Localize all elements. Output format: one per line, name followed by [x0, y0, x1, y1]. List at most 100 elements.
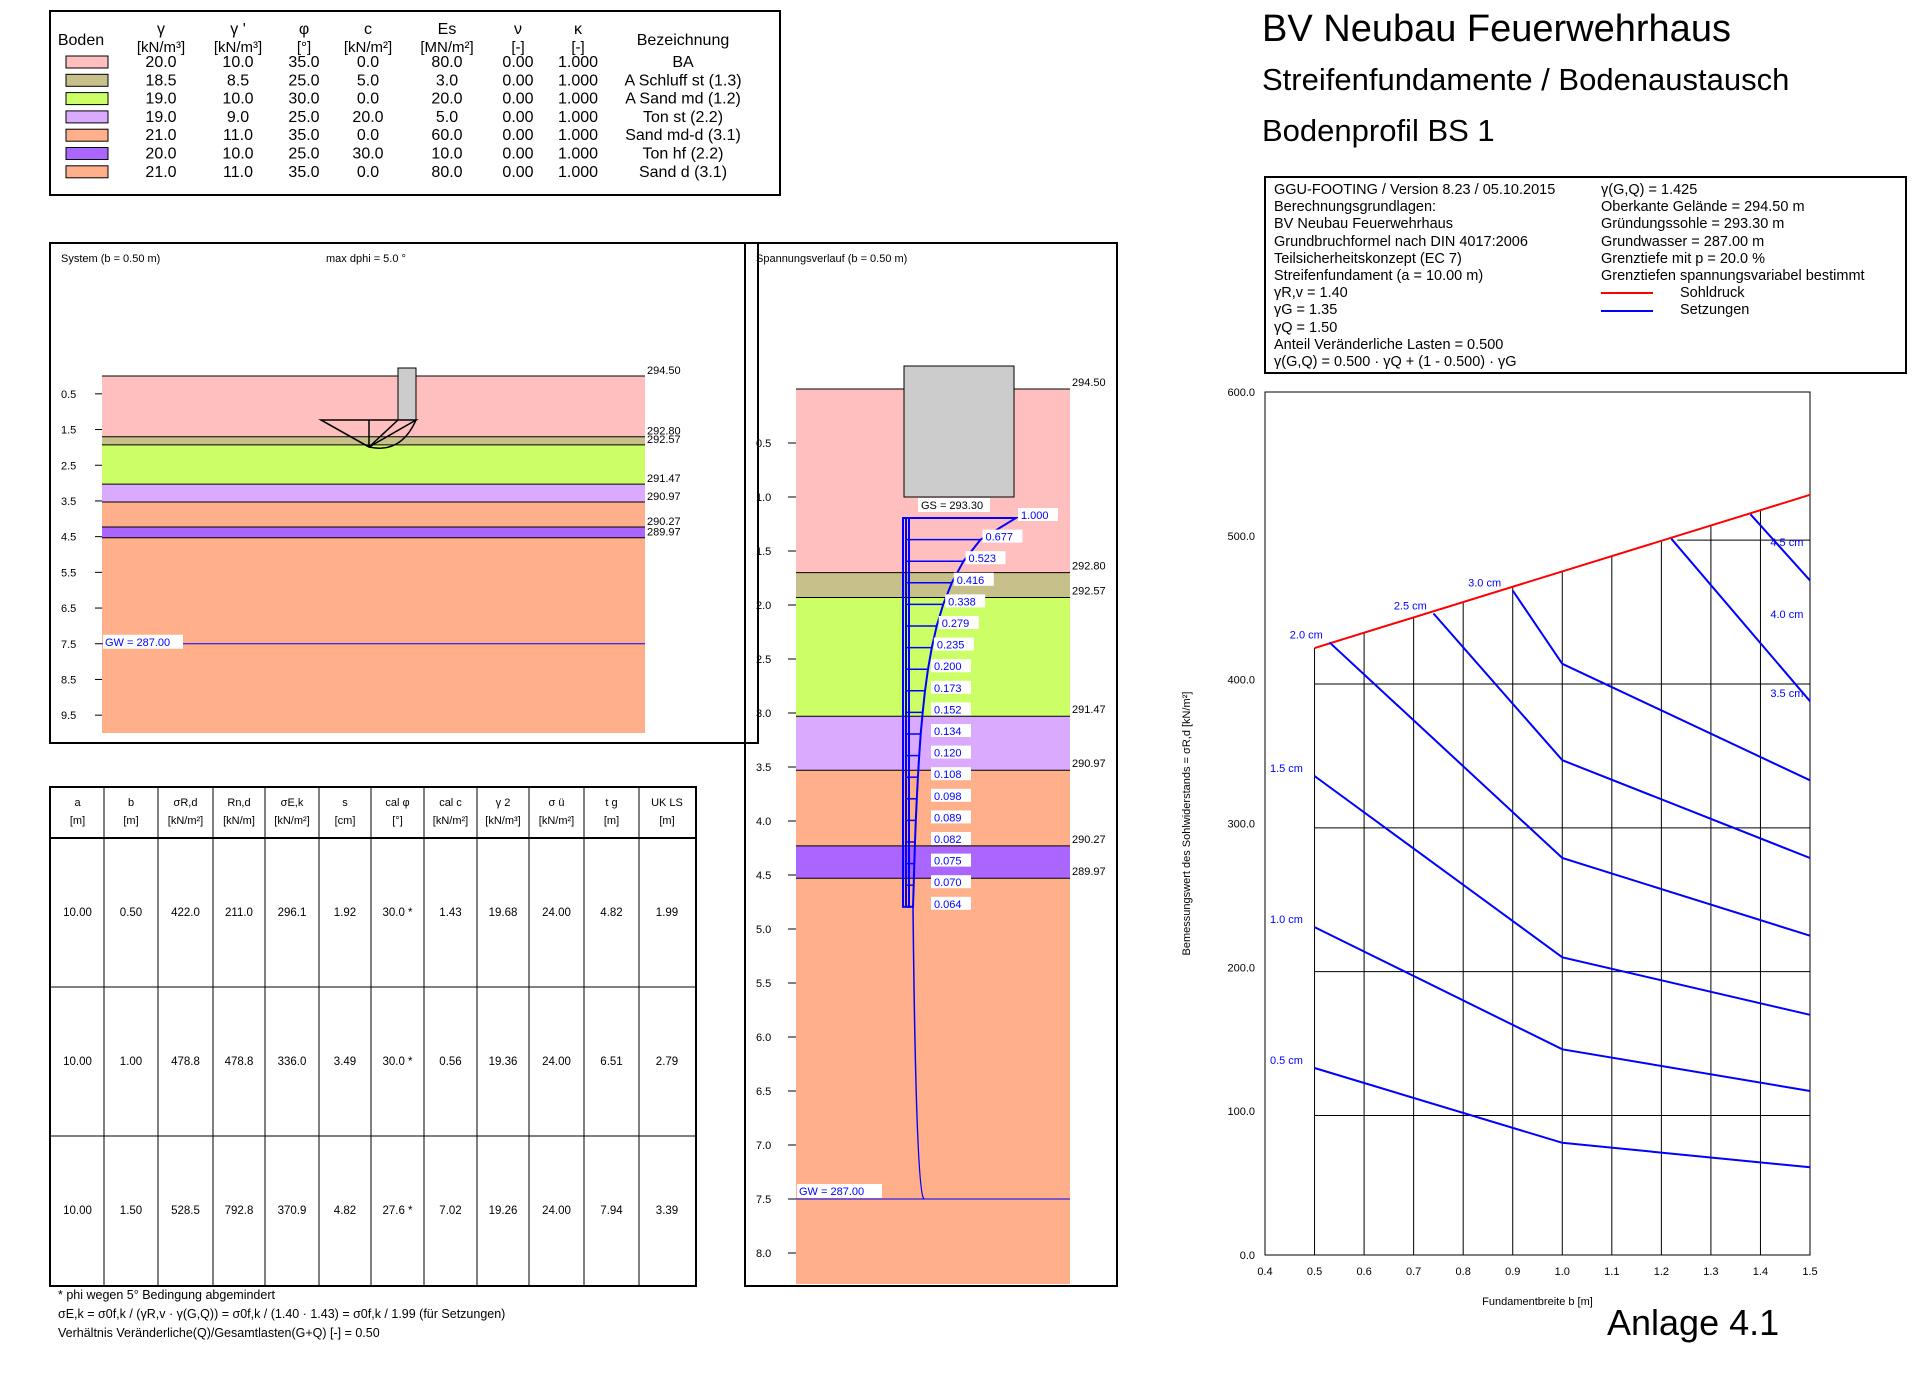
chart-x-tick: 0.6 — [1356, 1266, 1371, 1278]
soil-cell-nu: 0.00 — [502, 146, 533, 163]
soil-swatch — [65, 73, 109, 87]
soil-cell-kappa: 1.000 — [558, 54, 598, 71]
results-cell: 211.0 — [225, 907, 253, 919]
chart-y-tick: 100.0 — [1227, 1106, 1255, 1118]
results-cell: 4.82 — [334, 1205, 356, 1217]
gw-label: GW = 287.00 — [105, 637, 170, 649]
stress-depth-label: 2.5 — [756, 654, 771, 666]
stress-value-label: 0.279 — [942, 618, 970, 630]
stress-elevation-label: 294.50 — [1072, 377, 1106, 389]
results-header-unit-11: [m] — [659, 815, 674, 827]
chart-x-tick: 1.5 — [1802, 1266, 1817, 1278]
stress-label-bg — [945, 594, 986, 608]
soil-cell-gamma: 20.0 — [145, 146, 176, 163]
elevation-label: 294.50 — [647, 365, 681, 377]
soil-header-unit-4: [kN/m²] — [344, 39, 392, 56]
info-left-line: γQ = 1.50 — [1274, 319, 1338, 336]
stress-value-label: 0.075 — [934, 856, 962, 868]
stress-label-bg — [931, 875, 971, 889]
stress-label-bg — [931, 767, 971, 781]
failure-arc — [368, 419, 417, 449]
results-cell: 370.9 — [278, 1205, 307, 1217]
stress-label-bg — [931, 810, 971, 824]
stress-label-bg — [931, 659, 971, 673]
results-header-8: γ 2 — [496, 797, 511, 809]
stress-gw-label-bg — [797, 1184, 882, 1198]
stress-label-bg — [931, 745, 971, 759]
soil-cell-es: 5.0 — [436, 109, 458, 126]
results-cell: 10.00 — [63, 1205, 92, 1217]
soil-header-0: Boden — [58, 32, 104, 49]
results-header-unit-9: [kN/m²] — [539, 815, 574, 827]
stress-label-bg — [931, 896, 971, 910]
soil-cell-es: 60.0 — [431, 127, 462, 144]
results-header-unit-2: [kN/m²] — [168, 815, 203, 827]
info-left-line: BV Neubau Feuerwehrhaus — [1274, 216, 1453, 233]
chart-y-tick: 500.0 — [1227, 531, 1255, 543]
chart-y-tick: 600.0 — [1227, 387, 1255, 399]
results-cell: 7.94 — [600, 1205, 623, 1217]
soil-table: Boden γ [kN/m³] γ ' [kN/m³] φ [°] c [kN/m²] Es [MN… — [49, 10, 781, 196]
stress-elevation-label: 289.97 — [1072, 866, 1106, 878]
stress-depth-label: 1.5 — [756, 546, 771, 558]
soil-cell-es: 20.0 — [431, 91, 462, 108]
stress-elevation-label: 292.80 — [1072, 561, 1106, 573]
soil-cell-gamma_p: 10.0 — [222, 146, 253, 163]
footnote-sigma: σE,k = σ0f,k / (γR,v · γ(G,Q)) = σ0f,k /… — [58, 1307, 506, 1321]
results-table-graphic: a [m] b [m] σR,d [kN/m²] Rn,d [kN/m] σE,k [kN/m²]… — [51, 788, 695, 1285]
settlement-label: 3.0 cm — [1468, 577, 1501, 589]
soil-header-unit-7: [-] — [571, 39, 584, 56]
results-cell: 3.39 — [656, 1205, 678, 1217]
settlement-line — [1670, 538, 1811, 702]
soil-cell-nu: 0.00 — [502, 91, 533, 108]
results-cell: 0.50 — [120, 907, 142, 919]
soil-cell-phi: 35.0 — [288, 54, 319, 71]
soil-layer — [102, 444, 645, 485]
soil-cell-es: 10.0 — [431, 146, 462, 163]
settlement-label: 4.5 cm — [1770, 537, 1803, 549]
soil-header-3: φ — [299, 21, 309, 38]
system-dphi: max dphi = 5.0 ° — [326, 253, 406, 265]
stress-value-label: 0.098 — [934, 791, 962, 803]
stress-value-label: 0.235 — [937, 640, 965, 652]
results-cell: 296.1 — [278, 907, 307, 919]
soil-cell-gamma_p: 10.0 — [222, 91, 253, 108]
results-header-2: σR,d — [174, 797, 198, 809]
results-header-10: t g — [605, 797, 617, 809]
results-cell: 478.8 — [225, 1056, 254, 1068]
gs-label-bg — [918, 498, 990, 512]
stress-graphic: Spannungsverlauf (b = 0.50 m) 294.50 292.8… — [756, 253, 1106, 1284]
results-header-unit-6: [°] — [392, 815, 403, 827]
chart-y-tick: 0.0 — [1240, 1250, 1255, 1262]
results-cell: 3.49 — [334, 1056, 356, 1068]
elevation-label: 290.97 — [647, 491, 681, 503]
results-cell: 1.99 — [656, 907, 678, 919]
settlement-label: 1.5 cm — [1270, 763, 1303, 775]
results-header-1: b — [128, 797, 134, 809]
results-header-unit-1: [m] — [123, 815, 138, 827]
soil-cell-gamma: 21.0 — [145, 164, 176, 181]
soil-cell-phi: 35.0 — [288, 164, 319, 181]
stress-depth-label: 7.5 — [756, 1194, 771, 1206]
results-header-unit-10: [m] — [604, 815, 619, 827]
chart-x-tick: 0.9 — [1505, 1266, 1520, 1278]
soil-header-1: γ — [157, 21, 165, 38]
chart-plot-area — [1264, 391, 1811, 1256]
settlement-label: 0.5 cm — [1270, 1055, 1303, 1067]
soil-cell-name: A Sand md (1.2) — [625, 91, 741, 108]
stress-title: Spannungsverlauf (b = 0.50 m) — [756, 253, 907, 265]
stress-depth-label: 4.0 — [756, 816, 771, 828]
stress-depth-label: 0.5 — [756, 438, 771, 450]
soil-header-unit-3: [°] — [297, 39, 311, 56]
chart-y-tick: 200.0 — [1227, 962, 1255, 974]
settlement-line — [1328, 641, 1811, 937]
info-left-line: Streifenfundament (a = 10.00 m) — [1274, 268, 1484, 284]
soil-cell-c: 0.0 — [357, 91, 379, 108]
soil-cell-gamma_p: 8.5 — [227, 72, 249, 89]
info-right-line: Oberkante Gelände = 294.50 m — [1601, 199, 1805, 216]
settlement-label: 3.5 cm — [1770, 688, 1803, 700]
stress-depth-label: 2.0 — [756, 600, 771, 612]
stress-outline — [905, 517, 1020, 908]
stress-curve-tail — [912, 906, 925, 1200]
results-header-unit-8: [kN/m³] — [485, 815, 520, 827]
